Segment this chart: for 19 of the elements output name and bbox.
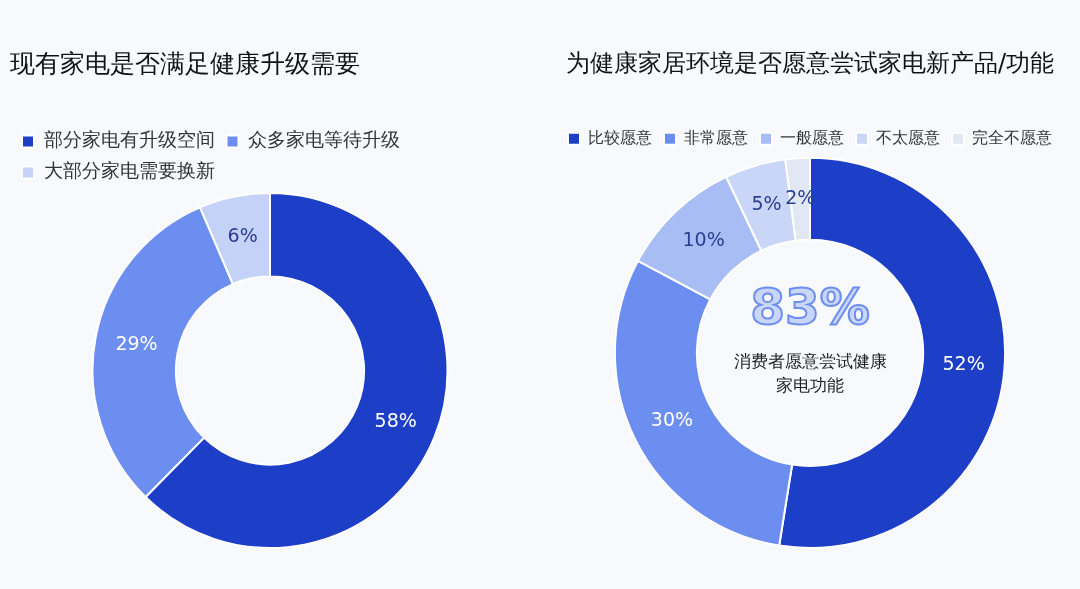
data-label: 10% bbox=[682, 228, 725, 251]
legend-label: 众多家电等待升级 bbox=[248, 128, 400, 151]
legend-label: 大部分家电需要换新 bbox=[43, 159, 215, 182]
legend-label: 非常愿意 bbox=[684, 127, 748, 147]
text: 83% bbox=[750, 277, 870, 336]
data-label: 58% bbox=[374, 408, 417, 431]
data-label: 30% bbox=[650, 408, 694, 431]
legend-label: 不太愿意 bbox=[876, 127, 940, 147]
chart-title: 现有家电是否满足健康升级需要 bbox=[10, 48, 360, 78]
legend-label: 比较愿意 bbox=[588, 127, 652, 147]
data-label: 6% bbox=[227, 224, 258, 247]
legend-label: 完全不愿意 bbox=[972, 127, 1052, 147]
data-label: 29% bbox=[115, 332, 158, 355]
data-label: 52% bbox=[942, 352, 985, 375]
legend-label: 部分家电有升级空间 bbox=[43, 128, 215, 151]
chart-title: 为健康家居环境是否愿意尝试家电新产品/功能 bbox=[565, 48, 1055, 77]
text: 消费者愿意尝试健康家电功能 bbox=[733, 351, 887, 396]
legend-label: 一般愿意 bbox=[780, 127, 844, 147]
data-label: 5% bbox=[751, 191, 782, 214]
